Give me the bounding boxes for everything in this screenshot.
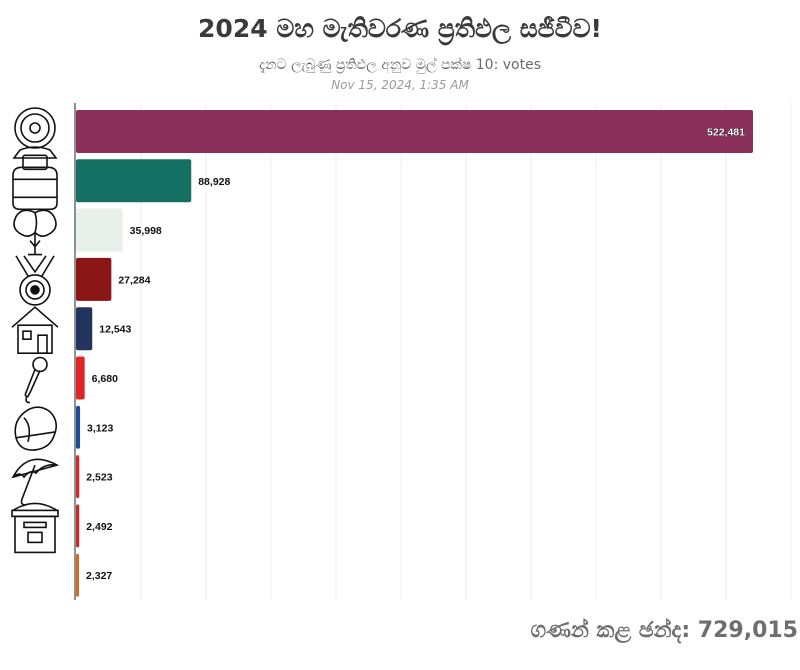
medal-icon: [15, 255, 55, 306]
bar: [76, 455, 80, 499]
bar-value-label: 88,928: [198, 176, 230, 188]
chart-gridlines: [140, 103, 792, 600]
party-symbols: [11, 107, 60, 554]
gas-cylinder-icon: [12, 154, 58, 211]
bar: [76, 257, 112, 301]
house-icon: [11, 306, 59, 354]
chart-timestamp: Nov 15, 2024, 1:35 AM: [331, 78, 469, 92]
bar-value-label: 6,680: [92, 373, 118, 385]
bar-value-label: 12,543: [99, 324, 131, 336]
cotton-plant-icon: [13, 209, 57, 256]
bar-value-label: 522,481: [707, 127, 745, 139]
bar: [76, 208, 123, 252]
bar-chart: 522,481 88,928 35,998 27,284 12,543 6,680 3,12…: [11, 103, 792, 600]
microphone-icon: [24, 356, 48, 404]
conch-shell-icon: [14, 406, 58, 451]
chart-value-labels: 522,481 88,928 35,998 27,284 12,543 6,680 3,12…: [86, 126, 745, 582]
telephone-icon: [12, 107, 58, 159]
bar: [76, 553, 80, 597]
bar: [76, 504, 80, 548]
bar: [76, 356, 85, 400]
bar-value-label: 2,523: [86, 472, 112, 484]
bar: [76, 405, 81, 449]
chart-subtitle: දැනට ලැබුණු ප්‍රතිඵල අනුව මුල් පක්ෂ 10: …: [258, 57, 542, 73]
chart-title: 2024 මහ මැතිවරණ ප්‍රතිඵල සජීවීව!: [198, 14, 602, 43]
bar-value-label: 27,284: [118, 274, 150, 286]
total-votes-counted: ගණන් කළ ඡන්ද: 729,015: [530, 618, 798, 643]
bar: [76, 307, 93, 351]
bar: [76, 159, 192, 203]
bar-value-label: 2,327: [86, 570, 112, 582]
bar: [76, 110, 753, 153]
chart-bars: [76, 110, 753, 597]
letter-box-icon: [11, 502, 59, 554]
bar-value-label: 35,998: [130, 225, 162, 237]
umbrella-icon: [11, 458, 60, 506]
bar-value-label: 3,123: [87, 422, 113, 434]
bar-value-label: 2,492: [86, 521, 112, 533]
